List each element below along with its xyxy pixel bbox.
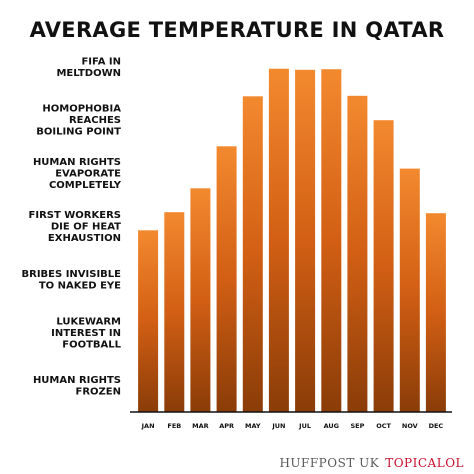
bar-mar — [190, 188, 211, 412]
y-tick-label: FIFA IN MELTDOWN — [56, 56, 121, 79]
x-tick-label: NOV — [402, 422, 418, 430]
x-tick-label: FEB — [167, 422, 181, 430]
bar-aug — [321, 69, 342, 412]
y-tick-label: FIRST WORKERS DIE OF HEAT EXHAUSTION — [29, 210, 122, 244]
topicalol-credit: TOPICALOL — [385, 456, 464, 470]
x-tick-label: SEP — [350, 422, 364, 430]
bar-jan — [138, 230, 159, 412]
credit: HUFFPOST UK TOPICALOL — [279, 456, 464, 470]
x-tick-label: AUG — [324, 422, 339, 430]
x-tick-label: JUL — [298, 422, 311, 430]
x-tick-label: JUN — [271, 422, 285, 430]
x-tick-label: DEC — [429, 422, 444, 430]
x-tick-label: OCT — [376, 422, 391, 430]
x-tick-label: APR — [219, 422, 234, 430]
bar-feb — [164, 212, 185, 412]
x-tick-labels: JAN FEB MAR APR MAY JUN JUL AUG SEP OCT NOV DEC — [141, 422, 444, 430]
bar-oct — [373, 120, 394, 412]
x-tick-label: MAR — [192, 422, 209, 430]
x-tick-label: MAY — [245, 422, 261, 430]
bar-jun — [268, 68, 289, 412]
y-tick-label: HUMAN RIGHTS FROZEN — [33, 375, 121, 398]
bar-sep — [347, 95, 368, 413]
y-tick-label: BRIBES INVISIBLE TO NAKED EYE — [22, 269, 122, 292]
chart-title: AVERAGE TEMPERATURE IN QATAR — [29, 18, 445, 42]
bar-apr — [216, 146, 237, 413]
bar-dec — [425, 213, 446, 412]
y-tick-label: HOMOPHOBIA REACHES BOILING POINT — [36, 104, 121, 138]
bar-may — [242, 96, 263, 413]
y-tick-label: HUMAN RIGHTS EVAPORATE COMPLETELY — [33, 157, 122, 191]
huffpost-credit: HUFFPOST UK — [279, 456, 380, 470]
y-tick-label: LUKEWARM INTEREST IN FOOTBALL — [51, 316, 121, 350]
x-tick-label: JAN — [141, 422, 155, 430]
bar-nov — [399, 168, 420, 412]
bars-group — [138, 68, 446, 413]
y-tick-labels: HUMAN RIGHTS FROZEN LUKEWARM INTEREST IN FOO… — [22, 56, 122, 397]
bar-jul — [295, 69, 316, 413]
